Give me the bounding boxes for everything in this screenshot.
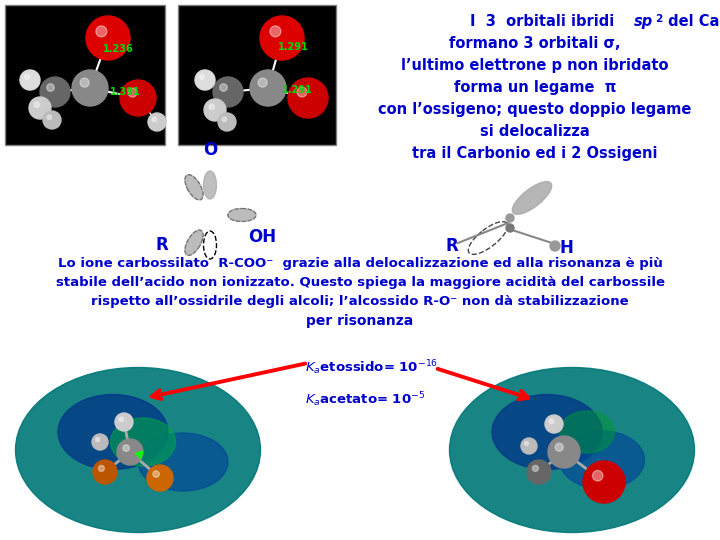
Circle shape xyxy=(34,102,40,107)
Circle shape xyxy=(258,78,267,87)
Circle shape xyxy=(297,87,307,97)
Circle shape xyxy=(222,117,227,122)
Circle shape xyxy=(583,461,625,503)
Text: 2: 2 xyxy=(655,14,662,24)
Ellipse shape xyxy=(492,395,602,469)
Circle shape xyxy=(40,77,70,107)
Ellipse shape xyxy=(185,175,203,200)
Circle shape xyxy=(29,97,51,119)
Text: 1.236: 1.236 xyxy=(103,44,134,54)
Circle shape xyxy=(199,75,204,79)
Circle shape xyxy=(260,16,304,60)
Text: I  3  orbitali ibridi: I 3 orbitali ibridi xyxy=(470,14,619,29)
Circle shape xyxy=(147,465,173,491)
Text: con l’ossigeno; questo doppio legame: con l’ossigeno; questo doppio legame xyxy=(378,102,692,117)
Circle shape xyxy=(153,471,159,477)
Ellipse shape xyxy=(204,171,217,199)
Circle shape xyxy=(47,84,54,91)
Circle shape xyxy=(123,445,130,451)
Circle shape xyxy=(43,111,61,129)
Circle shape xyxy=(120,80,156,116)
Ellipse shape xyxy=(138,433,228,491)
Circle shape xyxy=(24,75,30,79)
Circle shape xyxy=(550,241,560,251)
Ellipse shape xyxy=(110,418,176,466)
Circle shape xyxy=(218,113,236,131)
Circle shape xyxy=(96,437,99,442)
Circle shape xyxy=(525,442,528,446)
Circle shape xyxy=(521,438,537,454)
Circle shape xyxy=(47,115,52,119)
Circle shape xyxy=(72,70,108,106)
Circle shape xyxy=(117,439,143,465)
Text: R: R xyxy=(446,237,459,255)
Text: forma un legame  π: forma un legame π xyxy=(454,80,616,95)
Circle shape xyxy=(220,84,228,91)
Text: si delocalizza: si delocalizza xyxy=(480,124,590,139)
Text: OH: OH xyxy=(248,228,276,246)
Circle shape xyxy=(250,70,286,106)
Circle shape xyxy=(152,117,156,122)
Circle shape xyxy=(80,78,89,87)
Ellipse shape xyxy=(449,368,695,532)
Text: 1.291: 1.291 xyxy=(282,85,312,95)
Ellipse shape xyxy=(513,181,552,214)
Ellipse shape xyxy=(559,411,614,453)
Text: tra il Carbonio ed i 2 Ossigeni: tra il Carbonio ed i 2 Ossigeni xyxy=(413,146,658,161)
Circle shape xyxy=(548,436,580,468)
Bar xyxy=(5,5,165,145)
Text: formano 3 orbitali σ,: formano 3 orbitali σ, xyxy=(449,36,621,51)
Circle shape xyxy=(86,16,130,60)
Circle shape xyxy=(204,99,226,121)
Text: H: H xyxy=(559,239,573,257)
Circle shape xyxy=(555,443,563,451)
Text: del Carbonio: del Carbonio xyxy=(663,14,720,29)
Text: Lo ione carbossilato  R-COO⁻  grazie alla delocalizzazione ed alla risonanza è p: Lo ione carbossilato R-COO⁻ grazie alla … xyxy=(58,257,662,270)
Circle shape xyxy=(209,104,215,110)
Ellipse shape xyxy=(185,230,203,255)
Ellipse shape xyxy=(228,208,256,221)
Circle shape xyxy=(506,214,514,222)
Text: sp: sp xyxy=(634,14,653,29)
Circle shape xyxy=(593,470,603,481)
Circle shape xyxy=(213,77,243,107)
Circle shape xyxy=(549,419,554,423)
Text: l’ultimo elettrone p non ibridato: l’ultimo elettrone p non ibridato xyxy=(401,58,669,73)
Circle shape xyxy=(527,460,551,484)
Circle shape xyxy=(545,415,563,433)
Circle shape xyxy=(99,465,104,471)
Circle shape xyxy=(20,70,40,90)
Circle shape xyxy=(128,88,137,97)
Circle shape xyxy=(506,224,514,232)
Circle shape xyxy=(92,434,108,450)
Text: R: R xyxy=(156,236,168,254)
Bar xyxy=(178,5,336,145)
Ellipse shape xyxy=(16,368,261,532)
Text: 1.291: 1.291 xyxy=(278,42,309,52)
Circle shape xyxy=(93,460,117,484)
Circle shape xyxy=(195,70,215,90)
Text: stabile dell’acido non ionizzato. Questo spiega la maggiore acidità del carbossi: stabile dell’acido non ionizzato. Questo… xyxy=(55,276,665,289)
Text: O: O xyxy=(203,141,217,159)
Circle shape xyxy=(96,26,107,37)
Circle shape xyxy=(270,26,281,37)
Ellipse shape xyxy=(559,431,644,489)
Text: $K_a$acetato= 10$^{-5}$: $K_a$acetato= 10$^{-5}$ xyxy=(305,390,426,409)
Circle shape xyxy=(148,113,166,131)
Text: rispetto all’ossidrile degli alcoli; l’alcossido R-O⁻ non dà stabilizzazione: rispetto all’ossidrile degli alcoli; l’a… xyxy=(91,295,629,308)
Circle shape xyxy=(288,78,328,118)
Text: 1.391: 1.391 xyxy=(110,87,140,97)
Ellipse shape xyxy=(58,395,168,469)
Text: $K_a$etossido= 10$^{-16}$: $K_a$etossido= 10$^{-16}$ xyxy=(305,358,438,377)
Circle shape xyxy=(115,413,133,431)
Circle shape xyxy=(532,465,539,471)
Circle shape xyxy=(119,417,124,422)
Text: per risonanza: per risonanza xyxy=(307,314,413,328)
